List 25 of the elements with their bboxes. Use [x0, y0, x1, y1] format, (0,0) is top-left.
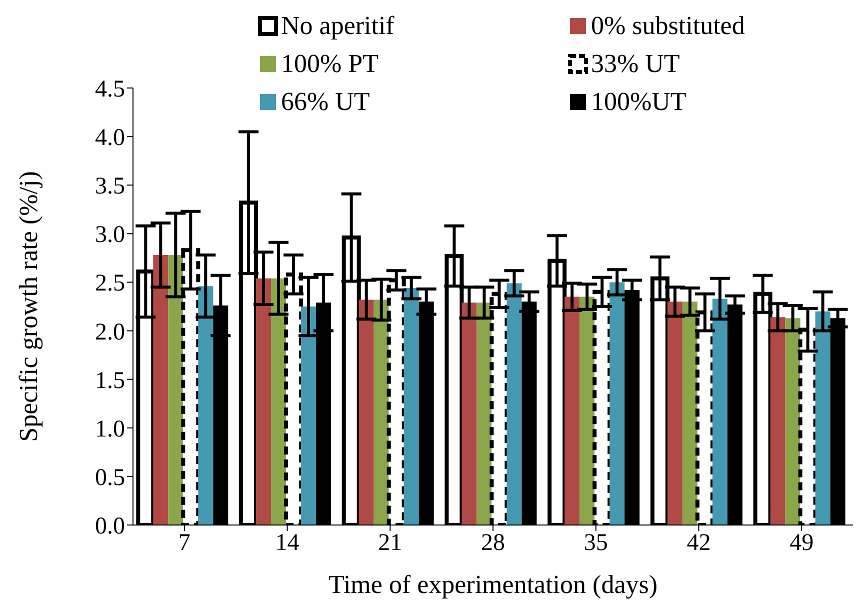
y-tick-label: 4.5 [95, 76, 125, 103]
y-tick-label: 1.5 [95, 368, 125, 394]
x-tick-label: 35 [584, 530, 608, 556]
y-tick-label: 2.0 [95, 319, 125, 346]
y-tick-label: 1.0 [95, 416, 125, 442]
x-tick-label: 21 [378, 530, 402, 556]
y-axis-title: Specific growth rate (%/j) [14, 171, 44, 442]
y-tick-label: 2.5 [95, 270, 125, 297]
legend-label: 100%UT [591, 87, 686, 117]
x-tick-label: 28 [481, 530, 505, 556]
legend-label: No aperitif [281, 11, 394, 41]
y-tick-label: 3.5 [95, 174, 125, 200]
x-tick-label: 49 [790, 530, 814, 556]
legend-label: 66% UT [281, 87, 370, 117]
x-tick-label: 7 [178, 530, 190, 556]
y-tick-label: 0.5 [95, 464, 125, 491]
x-axis-title: Time of experimentation (days) [328, 570, 658, 599]
x-tick-label: 14 [275, 530, 300, 556]
y-tick-label: 3.0 [95, 222, 125, 248]
legend-label: 100% PT [281, 49, 378, 79]
legend-label: 0% substituted [591, 11, 745, 41]
y-tick-label: 0.0 [95, 514, 125, 540]
legend-label: 33% UT [591, 49, 680, 79]
x-tick-label: 42 [686, 530, 711, 556]
y-tick-label: 4.0 [95, 125, 125, 152]
